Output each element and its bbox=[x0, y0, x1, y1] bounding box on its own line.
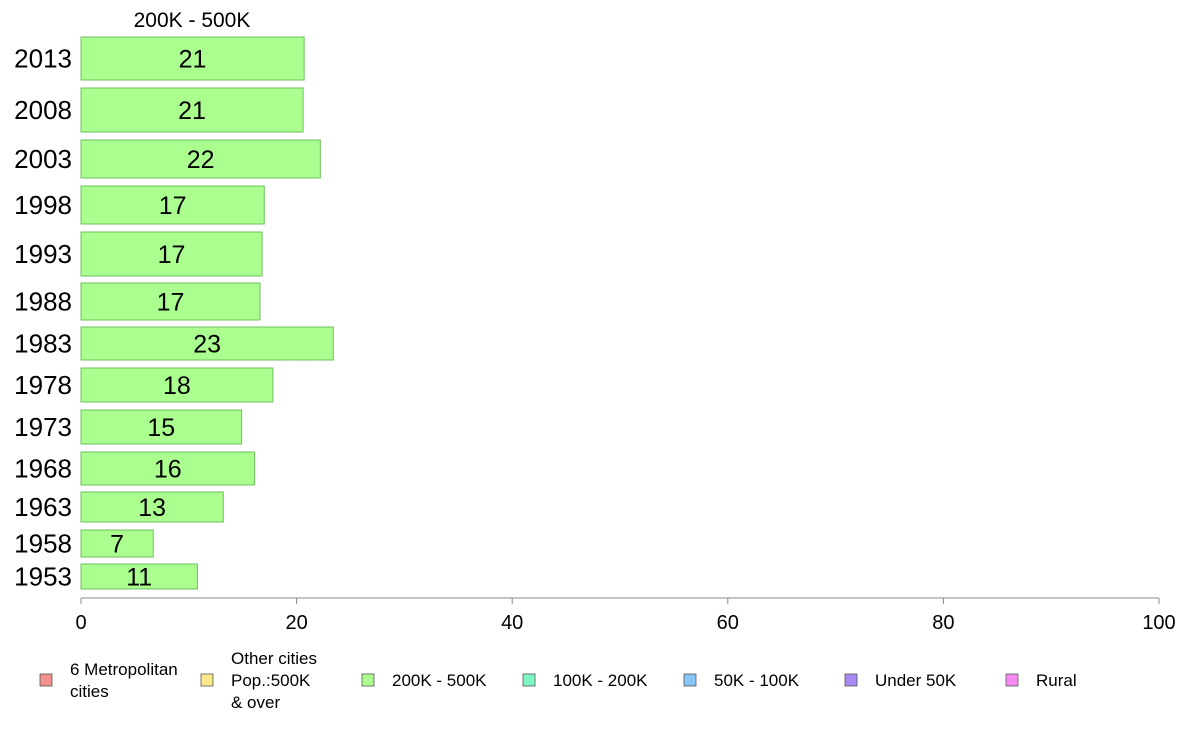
bar bbox=[80, 282, 261, 321]
legend-swatch bbox=[522, 673, 536, 687]
bar-data-label: 21 bbox=[178, 97, 206, 125]
category-label: 1988 bbox=[14, 287, 72, 317]
bar-data-label: 18 bbox=[163, 372, 191, 400]
bar bbox=[80, 36, 305, 81]
category-label: 2003 bbox=[14, 144, 72, 174]
bar-data-label: 17 bbox=[159, 192, 187, 220]
x-tick-label: 80 bbox=[932, 612, 954, 634]
bar bbox=[80, 563, 198, 590]
bar bbox=[80, 529, 154, 558]
bar bbox=[80, 367, 274, 403]
category-label: 1958 bbox=[14, 529, 72, 559]
bar-data-label: 13 bbox=[138, 494, 166, 522]
bar-data-label: 21 bbox=[179, 46, 207, 74]
x-tick-label: 40 bbox=[501, 612, 523, 634]
x-tick-label: 100 bbox=[1142, 612, 1175, 634]
category-label: 1968 bbox=[14, 454, 72, 484]
bar bbox=[80, 491, 224, 523]
legend-label: 50K - 100K bbox=[714, 671, 800, 690]
category-label: 1953 bbox=[14, 562, 72, 592]
bar-data-label: 11 bbox=[126, 564, 152, 592]
bar-data-label: 22 bbox=[187, 146, 215, 174]
legend-swatch bbox=[1005, 673, 1019, 687]
legend-label: 200K - 500K bbox=[392, 671, 487, 690]
legend-label: cities bbox=[70, 682, 109, 701]
legend-swatch bbox=[844, 673, 858, 687]
category-label: 2013 bbox=[14, 44, 72, 74]
legend-swatch bbox=[361, 673, 375, 687]
x-axis: 0 20 40 60 80 100 bbox=[75, 597, 1176, 634]
legend-label: Rural bbox=[1036, 671, 1077, 690]
x-tick-label: 0 bbox=[75, 612, 86, 634]
category-label: 1993 bbox=[14, 239, 72, 269]
category-label: 1998 bbox=[14, 190, 72, 220]
x-tick-label: 20 bbox=[285, 612, 307, 634]
category-label: 2008 bbox=[14, 95, 72, 125]
bar bbox=[80, 451, 256, 486]
legend-label: Other cities bbox=[231, 649, 317, 668]
bar-data-label: 7 bbox=[110, 531, 124, 559]
legend-swatch bbox=[683, 673, 697, 687]
bar bbox=[80, 231, 263, 277]
bar-data-label: 23 bbox=[193, 331, 221, 359]
bar-data-label: 17 bbox=[157, 289, 185, 317]
bars-group: 2013 21 2008 21 2003 22 1998 17 1993 17 1988 17 1983… bbox=[14, 36, 334, 592]
legend-label: Pop.:500K bbox=[231, 671, 311, 690]
legend-label: 6 Metropolitan bbox=[70, 660, 178, 679]
legend-label: Under 50K bbox=[875, 671, 957, 690]
bar bbox=[80, 326, 334, 361]
bar bbox=[80, 139, 321, 179]
category-label: 1983 bbox=[14, 329, 72, 359]
chart-title: 200K - 500K bbox=[134, 9, 251, 32]
category-label: 1973 bbox=[14, 412, 72, 442]
legend: 6 Metropolitan cities Other cities Pop.:50… bbox=[39, 649, 1077, 712]
legend-label: & over bbox=[231, 693, 280, 712]
bar bbox=[80, 409, 243, 445]
bar bbox=[80, 87, 304, 133]
category-label: 1963 bbox=[14, 492, 72, 522]
bar-data-label: 15 bbox=[147, 414, 175, 442]
legend-swatch bbox=[200, 673, 214, 687]
legend-swatch bbox=[39, 673, 53, 687]
bar-data-label: 17 bbox=[158, 241, 186, 269]
legend-label: 100K - 200K bbox=[553, 671, 648, 690]
x-tick-label: 60 bbox=[717, 612, 739, 634]
bar bbox=[80, 185, 265, 225]
bar-data-label: 16 bbox=[154, 456, 182, 484]
category-label: 1978 bbox=[14, 370, 72, 400]
